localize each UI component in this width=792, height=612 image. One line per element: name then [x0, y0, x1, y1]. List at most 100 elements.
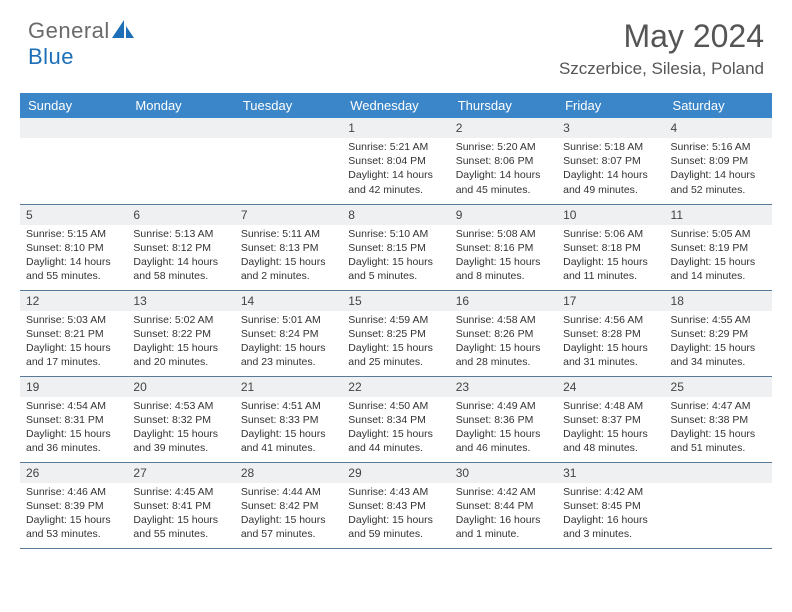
day-number: [665, 463, 772, 483]
day-header: Saturday: [665, 93, 772, 118]
calendar-day: [235, 118, 342, 204]
brand-name: General Blue: [28, 18, 134, 70]
sunset-line: Sunset: 8:16 PM: [456, 241, 551, 255]
calendar-day: 12 Sunrise: 5:03 AMSunset: 8:21 PMDayligh…: [20, 290, 127, 376]
calendar-day: [127, 118, 234, 204]
sunrise-line: Sunrise: 5:20 AM: [456, 140, 551, 154]
sunrise-line: Sunrise: 4:58 AM: [456, 313, 551, 327]
sunrise-line: Sunrise: 4:55 AM: [671, 313, 766, 327]
day-details: Sunrise: 4:49 AMSunset: 8:36 PMDaylight:…: [450, 397, 557, 460]
sunset-line: Sunset: 8:09 PM: [671, 154, 766, 168]
day-number: 5: [20, 205, 127, 225]
day-number: 30: [450, 463, 557, 483]
daylight-line: Daylight: 15 hours and 55 minutes.: [133, 513, 228, 541]
daylight-line: Daylight: 15 hours and 28 minutes.: [456, 341, 551, 369]
day-number: 6: [127, 205, 234, 225]
day-number: 29: [342, 463, 449, 483]
sunset-line: Sunset: 8:21 PM: [26, 327, 121, 341]
day-details: Sunrise: 4:59 AMSunset: 8:25 PMDaylight:…: [342, 311, 449, 374]
sunrise-line: Sunrise: 5:06 AM: [563, 227, 658, 241]
sunset-line: Sunset: 8:12 PM: [133, 241, 228, 255]
day-details: Sunrise: 4:44 AMSunset: 8:42 PMDaylight:…: [235, 483, 342, 546]
day-number: 23: [450, 377, 557, 397]
daylight-line: Daylight: 15 hours and 51 minutes.: [671, 427, 766, 455]
day-details: Sunrise: 4:47 AMSunset: 8:38 PMDaylight:…: [665, 397, 772, 460]
day-number: [235, 118, 342, 138]
sunset-line: Sunset: 8:33 PM: [241, 413, 336, 427]
sunset-line: Sunset: 8:07 PM: [563, 154, 658, 168]
daylight-line: Daylight: 16 hours and 3 minutes.: [563, 513, 658, 541]
day-number: 31: [557, 463, 664, 483]
calendar-day: 7Sunrise: 5:11 AMSunset: 8:13 PMDaylight…: [235, 204, 342, 290]
sunset-line: Sunset: 8:38 PM: [671, 413, 766, 427]
sunrise-line: Sunrise: 4:53 AM: [133, 399, 228, 413]
sunrise-line: Sunrise: 4:47 AM: [671, 399, 766, 413]
calendar-day: 22Sunrise: 4:50 AMSunset: 8:34 PMDayligh…: [342, 376, 449, 462]
day-details: Sunrise: 4:43 AMSunset: 8:43 PMDaylight:…: [342, 483, 449, 546]
sunrise-line: Sunrise: 5:15 AM: [26, 227, 121, 241]
calendar-day: 16Sunrise: 4:58 AMSunset: 8:26 PMDayligh…: [450, 290, 557, 376]
day-number: 27: [127, 463, 234, 483]
sunrise-line: Sunrise: 5:13 AM: [133, 227, 228, 241]
sunrise-line: Sunrise: 5:03 AM: [26, 313, 121, 327]
brand-logo: General Blue: [28, 18, 134, 70]
sunset-line: Sunset: 8:44 PM: [456, 499, 551, 513]
daylight-line: Daylight: 14 hours and 45 minutes.: [456, 168, 551, 196]
daylight-line: Daylight: 15 hours and 2 minutes.: [241, 255, 336, 283]
sunrise-line: Sunrise: 5:18 AM: [563, 140, 658, 154]
sunrise-line: Sunrise: 4:43 AM: [348, 485, 443, 499]
day-details: [665, 483, 772, 489]
calendar-day: 29Sunrise: 4:43 AMSunset: 8:43 PMDayligh…: [342, 462, 449, 548]
calendar-day: 25Sunrise: 4:47 AMSunset: 8:38 PMDayligh…: [665, 376, 772, 462]
calendar-day: 19Sunrise: 4:54 AMSunset: 8:31 PMDayligh…: [20, 376, 127, 462]
sunrise-line: Sunrise: 4:56 AM: [563, 313, 658, 327]
day-details: Sunrise: 5:08 AMSunset: 8:16 PMDaylight:…: [450, 225, 557, 288]
day-number: 19: [20, 377, 127, 397]
day-details: Sunrise: 5:02 AMSunset: 8:22 PMDaylight:…: [127, 311, 234, 374]
calendar-day: 26Sunrise: 4:46 AMSunset: 8:39 PMDayligh…: [20, 462, 127, 548]
sunset-line: Sunset: 8:39 PM: [26, 499, 121, 513]
sunrise-line: Sunrise: 4:48 AM: [563, 399, 658, 413]
sunrise-line: Sunrise: 4:42 AM: [563, 485, 658, 499]
daylight-line: Daylight: 15 hours and 39 minutes.: [133, 427, 228, 455]
sunset-line: Sunset: 8:06 PM: [456, 154, 551, 168]
calendar-head: SundayMondayTuesdayWednesdayThursdayFrid…: [20, 93, 772, 118]
sunrise-line: Sunrise: 5:16 AM: [671, 140, 766, 154]
brand-name-part2: Blue: [28, 44, 74, 69]
day-number: 7: [235, 205, 342, 225]
calendar-day: 11Sunrise: 5:05 AMSunset: 8:19 PMDayligh…: [665, 204, 772, 290]
calendar-day: 21Sunrise: 4:51 AMSunset: 8:33 PMDayligh…: [235, 376, 342, 462]
sunrise-line: Sunrise: 4:45 AM: [133, 485, 228, 499]
day-details: Sunrise: 5:13 AMSunset: 8:12 PMDaylight:…: [127, 225, 234, 288]
daylight-line: Daylight: 14 hours and 55 minutes.: [26, 255, 121, 283]
daylight-line: Daylight: 15 hours and 46 minutes.: [456, 427, 551, 455]
day-number: 2: [450, 118, 557, 138]
day-number: 14: [235, 291, 342, 311]
day-details: Sunrise: 4:56 AMSunset: 8:28 PMDaylight:…: [557, 311, 664, 374]
calendar-day: 6Sunrise: 5:13 AMSunset: 8:12 PMDaylight…: [127, 204, 234, 290]
day-number: 10: [557, 205, 664, 225]
day-header: Wednesday: [342, 93, 449, 118]
day-details: Sunrise: 5:16 AMSunset: 8:09 PMDaylight:…: [665, 138, 772, 201]
sunrise-line: Sunrise: 5:08 AM: [456, 227, 551, 241]
day-details: Sunrise: 4:42 AMSunset: 8:44 PMDaylight:…: [450, 483, 557, 546]
day-details: [20, 138, 127, 144]
calendar-day: 8Sunrise: 5:10 AMSunset: 8:15 PMDaylight…: [342, 204, 449, 290]
daylight-line: Daylight: 15 hours and 31 minutes.: [563, 341, 658, 369]
day-header: Tuesday: [235, 93, 342, 118]
sunset-line: Sunset: 8:32 PM: [133, 413, 228, 427]
sunrise-line: Sunrise: 5:10 AM: [348, 227, 443, 241]
page-header: General Blue May 2024 Szczerbice, Silesi…: [0, 0, 792, 87]
calendar-day: 23Sunrise: 4:49 AMSunset: 8:36 PMDayligh…: [450, 376, 557, 462]
daylight-line: Daylight: 15 hours and 14 minutes.: [671, 255, 766, 283]
day-number: 25: [665, 377, 772, 397]
sunrise-line: Sunrise: 4:54 AM: [26, 399, 121, 413]
sunset-line: Sunset: 8:25 PM: [348, 327, 443, 341]
daylight-line: Daylight: 15 hours and 17 minutes.: [26, 341, 121, 369]
day-details: Sunrise: 4:51 AMSunset: 8:33 PMDaylight:…: [235, 397, 342, 460]
daylight-line: Daylight: 15 hours and 8 minutes.: [456, 255, 551, 283]
day-number: 28: [235, 463, 342, 483]
day-number: 8: [342, 205, 449, 225]
day-details: Sunrise: 4:50 AMSunset: 8:34 PMDaylight:…: [342, 397, 449, 460]
day-number: 12: [20, 291, 127, 311]
